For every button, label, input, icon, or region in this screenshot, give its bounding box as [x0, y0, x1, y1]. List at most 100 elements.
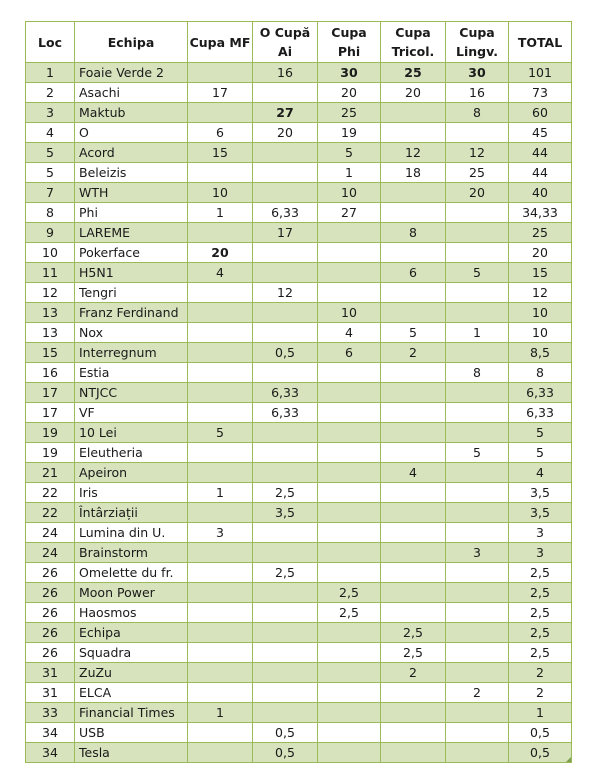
cupa-tricol-cell: 2	[380, 662, 446, 683]
cupa-lingv-cell: 25	[445, 162, 509, 183]
loc-cell: 26	[25, 562, 75, 583]
cupa-mf-cell	[187, 682, 253, 703]
header-cupa-tricol: Cupa Tricol.	[380, 21, 446, 63]
cupa-lingv-cell	[445, 622, 509, 643]
o-cupa-ai-cell: 2,5	[252, 482, 318, 503]
o-cupa-ai-cell: 27	[252, 102, 318, 123]
cupa-tricol-cell: 6	[380, 262, 446, 283]
resize-handle-icon	[566, 757, 571, 762]
cupa-lingv-cell	[445, 702, 509, 723]
cupa-mf-cell	[187, 622, 253, 643]
header-o-cupa-ai-line2: Ai	[278, 44, 292, 59]
total-cell: 10	[508, 302, 572, 323]
cupa-phi-cell: 27	[317, 202, 381, 223]
header-cupa-lingv: Cupa Lingv.	[445, 21, 509, 63]
cupa-lingv-cell: 8	[445, 102, 509, 123]
cupa-lingv-cell	[445, 562, 509, 583]
table-row: 19 Eleutheria 5 5	[25, 442, 572, 463]
cupa-phi-cell	[317, 362, 381, 383]
cupa-phi-cell	[317, 542, 381, 563]
cupa-tricol-cell	[380, 302, 446, 323]
cupa-lingv-cell	[445, 422, 509, 443]
cupa-tricol-cell	[380, 382, 446, 403]
cupa-lingv-cell	[445, 662, 509, 683]
cupa-phi-cell: 2,5	[317, 582, 381, 603]
cupa-tricol-cell	[380, 682, 446, 703]
loc-cell: 9	[25, 222, 75, 243]
cupa-phi-cell	[317, 422, 381, 443]
cupa-lingv-cell: 20	[445, 182, 509, 203]
cupa-phi-cell	[317, 442, 381, 463]
cupa-mf-cell	[187, 62, 253, 83]
loc-cell: 8	[25, 202, 75, 223]
total-cell: 20	[508, 242, 572, 263]
cupa-tricol-cell: 12	[380, 142, 446, 163]
cupa-phi-cell	[317, 262, 381, 283]
total-cell: 0,5	[508, 742, 572, 763]
header-loc: Loc	[25, 21, 75, 63]
cupa-tricol-cell	[380, 722, 446, 743]
cupa-phi-cell: 10	[317, 182, 381, 203]
table-row: 33 Financial Times 1 1	[25, 702, 572, 723]
cupa-lingv-cell	[445, 222, 509, 243]
o-cupa-ai-cell: 0,5	[252, 722, 318, 743]
total-cell: 40	[508, 182, 572, 203]
total-cell: 6,33	[508, 402, 572, 423]
o-cupa-ai-cell	[252, 422, 318, 443]
o-cupa-ai-cell	[252, 522, 318, 543]
total-cell: 8,5	[508, 342, 572, 363]
team-name-cell: Haosmos	[74, 602, 188, 623]
total-cell: 73	[508, 82, 572, 103]
loc-cell: 22	[25, 502, 75, 523]
team-name-cell: Maktub	[74, 102, 188, 123]
total-cell: 2,5	[508, 622, 572, 643]
o-cupa-ai-cell: 2,5	[252, 562, 318, 583]
header-cupa-mf: Cupa MF	[187, 21, 253, 63]
cupa-phi-cell: 2,5	[317, 602, 381, 623]
cupa-tricol-cell: 25	[380, 62, 446, 83]
cupa-phi-cell	[317, 222, 381, 243]
loc-cell: 26	[25, 602, 75, 623]
team-name-cell: Acord	[74, 142, 188, 163]
team-name-cell: Beleizis	[74, 162, 188, 183]
table-body: 1 Foaie Verde 2 16 30 25 30 101 2 Asachi 17 20 20 16…	[25, 62, 572, 763]
cupa-mf-cell	[187, 362, 253, 383]
cupa-mf-cell	[187, 222, 253, 243]
team-name-cell: Eleutheria	[74, 442, 188, 463]
table-row: 4 O 6 20 19 45	[25, 122, 572, 143]
team-name-cell: Estia	[74, 362, 188, 383]
loc-cell: 34	[25, 742, 75, 763]
team-name-cell: LAREME	[74, 222, 188, 243]
cupa-mf-cell	[187, 642, 253, 663]
o-cupa-ai-cell	[252, 262, 318, 283]
cupa-tricol-cell	[380, 122, 446, 143]
loc-cell: 7	[25, 182, 75, 203]
header-o-cupa-ai-line1: O Cupă	[259, 25, 311, 40]
team-name-cell: 10 Lei	[74, 422, 188, 443]
cupa-phi-cell	[317, 462, 381, 483]
cupa-lingv-cell	[445, 582, 509, 603]
loc-cell: 2	[25, 82, 75, 103]
cupa-phi-cell: 10	[317, 302, 381, 323]
total-cell: 12	[508, 282, 572, 303]
table-row: 21 Apeiron 4 4	[25, 462, 572, 483]
loc-cell: 31	[25, 682, 75, 703]
table-row: 34 Tesla 0,5 0,5	[25, 742, 572, 763]
o-cupa-ai-cell	[252, 642, 318, 663]
o-cupa-ai-cell: 0,5	[252, 742, 318, 763]
header-total: TOTAL	[508, 21, 572, 63]
cupa-phi-cell	[317, 482, 381, 503]
team-name-cell: Moon Power	[74, 582, 188, 603]
cupa-tricol-cell	[380, 602, 446, 623]
loc-cell: 10	[25, 242, 75, 263]
cupa-lingv-cell: 8	[445, 362, 509, 383]
cupa-lingv-cell	[445, 482, 509, 503]
table-row: 22 Întârziații 3,5 3,5	[25, 502, 572, 523]
table-row: 24 Brainstorm 3 3	[25, 542, 572, 563]
table-header: Loc Echipa Cupa MF O Cupă Ai Cupa Phi Cup…	[25, 21, 572, 63]
team-name-cell: Apeiron	[74, 462, 188, 483]
total-cell: 3,5	[508, 502, 572, 523]
team-name-cell: Nox	[74, 322, 188, 343]
total-cell: 10	[508, 322, 572, 343]
cupa-lingv-cell: 3	[445, 542, 509, 563]
